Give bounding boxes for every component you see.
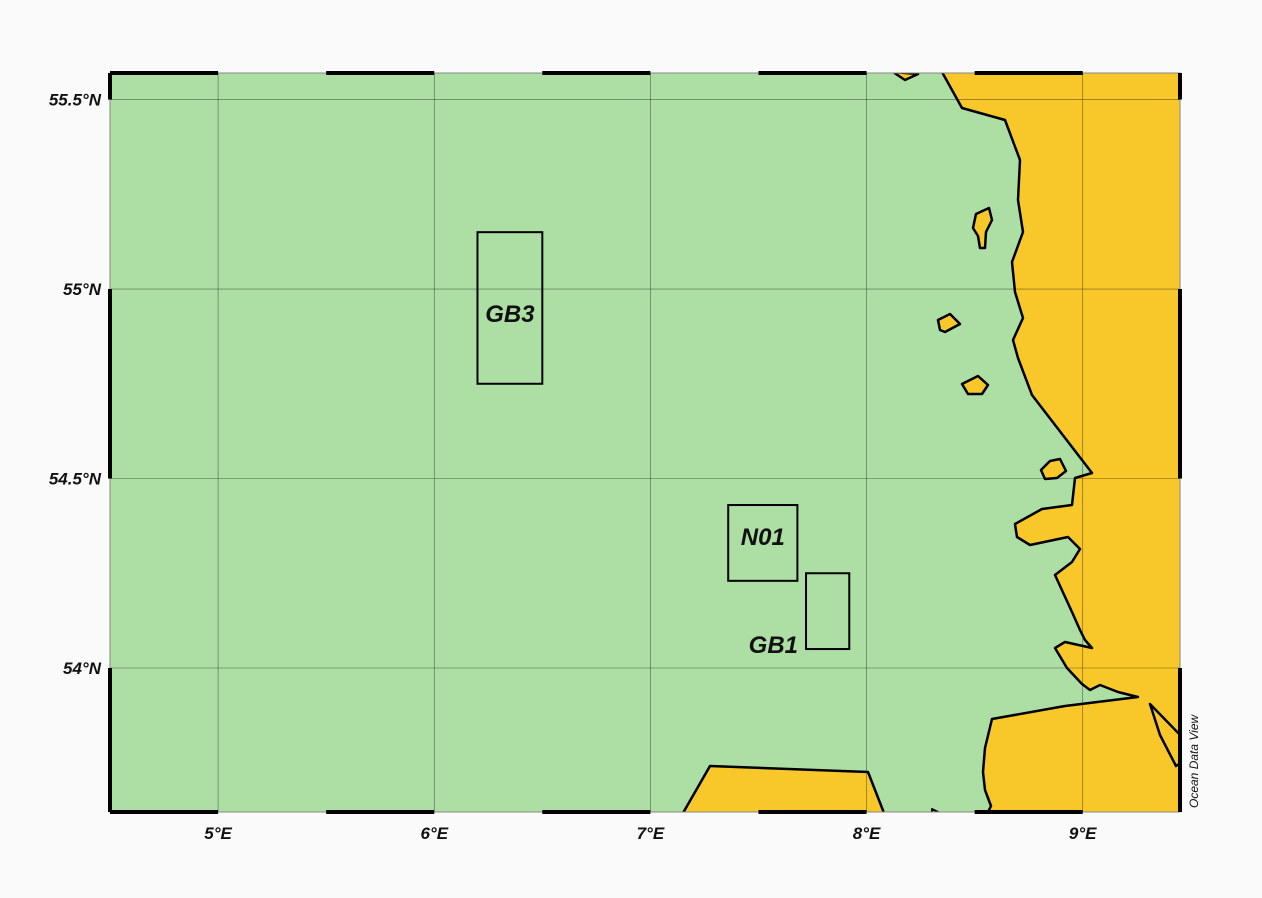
lon-tick-label: 7°E bbox=[637, 824, 665, 843]
map-frame bbox=[108, 71, 1182, 814]
lat-tick-label: 54.5°N bbox=[49, 470, 102, 489]
tick-labels: 5°E 6°E 7°E 8°E 9°E 55.5°N 55°N 54.5°N 54°N bbox=[49, 91, 1097, 843]
northern-islet bbox=[892, 73, 920, 82]
southern-land bbox=[682, 764, 885, 812]
region-box-gb3 bbox=[476, 231, 544, 385]
lon-tick-label: 8°E bbox=[853, 824, 881, 843]
island-5 bbox=[931, 808, 941, 812]
region-label-n01: N01 bbox=[741, 524, 785, 551]
lat-tick-label: 55.5°N bbox=[49, 91, 102, 110]
lat-tick-label: 54°N bbox=[63, 659, 102, 678]
lon-tick-label: 9°E bbox=[1069, 824, 1097, 843]
graticule bbox=[110, 73, 1180, 812]
region-box-n01 bbox=[727, 504, 799, 582]
lat-tick-label: 55°N bbox=[63, 280, 102, 299]
lon-tick-label: 6°E bbox=[420, 824, 448, 843]
island-2 bbox=[936, 312, 962, 334]
region-label-gb3: GB3 bbox=[485, 301, 535, 328]
sea-area bbox=[110, 73, 1180, 812]
island-3 bbox=[960, 374, 990, 396]
lon-tick-label: 5°E bbox=[204, 824, 232, 843]
mainland-coast bbox=[941, 73, 1180, 812]
island-4 bbox=[1039, 457, 1068, 481]
region-box-gb1 bbox=[805, 572, 851, 651]
study-regions: GB3 N01 GB1 bbox=[476, 231, 851, 659]
island-1 bbox=[971, 206, 994, 250]
region-label-gb1: GB1 bbox=[749, 632, 798, 659]
credit-label: Ocean Data View bbox=[1187, 714, 1201, 808]
